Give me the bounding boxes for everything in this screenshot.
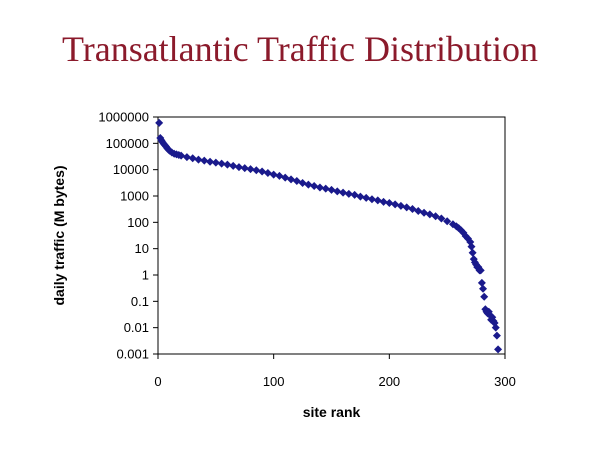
y-tick-label: 100	[127, 215, 149, 230]
y-axis-label: daily traffic (M bytes)	[51, 165, 67, 305]
data-point	[155, 118, 164, 127]
data-point	[234, 163, 243, 172]
y-tick-label: 0.001	[116, 347, 149, 362]
data-point	[373, 196, 382, 205]
data-point	[188, 154, 197, 163]
y-tick-label: 100000	[106, 136, 149, 151]
data-point	[177, 151, 186, 160]
data-point	[467, 242, 476, 251]
x-tick-label: 300	[494, 374, 516, 389]
data-point	[420, 208, 429, 217]
data-point	[229, 161, 238, 170]
y-tick-label: 1000	[120, 189, 149, 204]
data-point	[476, 266, 485, 275]
y-tick-label: 0.01	[124, 320, 149, 335]
data-point	[200, 156, 209, 165]
x-tick-label: 0	[154, 374, 161, 389]
data-point	[402, 203, 411, 212]
data-point	[287, 175, 296, 184]
data-point	[298, 179, 307, 188]
data-point	[269, 170, 278, 179]
y-tick-label: 1000000	[98, 110, 149, 125]
page-title: Transatlantic Traffic Distribution	[62, 29, 538, 69]
data-point	[333, 187, 342, 196]
data-point	[385, 199, 394, 208]
data-point	[344, 189, 353, 198]
data-point	[304, 180, 313, 189]
data-point	[491, 323, 500, 332]
x-tick-label: 100	[263, 374, 285, 389]
data-point	[396, 201, 405, 210]
data-point	[494, 345, 503, 354]
data-point	[443, 217, 452, 226]
data-point	[468, 248, 477, 257]
data-point	[252, 166, 261, 175]
data-point	[281, 173, 290, 182]
data-point	[356, 192, 365, 201]
data-point	[275, 171, 284, 180]
data-point	[258, 167, 267, 176]
data-point	[246, 165, 255, 174]
data-point	[211, 158, 220, 167]
data-point	[431, 212, 440, 221]
data-point	[479, 284, 488, 293]
data-point	[339, 188, 348, 197]
data-point	[350, 190, 359, 199]
y-tick-label: 1	[142, 268, 149, 283]
data-point	[480, 292, 489, 301]
y-tick-label: 0.1	[131, 294, 149, 309]
data-point	[182, 153, 191, 162]
data-point	[240, 164, 249, 173]
data-point	[367, 195, 376, 204]
y-tick-label: 10	[135, 241, 149, 256]
data-point	[194, 155, 203, 164]
data-point	[206, 157, 215, 166]
data-point	[223, 160, 232, 169]
data-point	[263, 168, 272, 177]
y-tick-label: 10000	[113, 162, 149, 177]
data-point	[217, 159, 226, 168]
data-point	[477, 278, 486, 287]
data-point	[327, 185, 336, 194]
data-point	[362, 193, 371, 202]
data-point	[315, 183, 324, 192]
data-point	[437, 214, 446, 223]
data-point	[391, 200, 400, 209]
plot-area: 10000001000001000010001001010.10.010.001…	[98, 110, 515, 390]
x-tick-label: 200	[378, 374, 400, 389]
data-point	[310, 181, 319, 190]
data-point	[321, 184, 330, 193]
x-axis-label: site rank	[303, 404, 361, 420]
data-point	[492, 331, 501, 340]
data-point	[379, 197, 388, 206]
plot-frame	[157, 116, 506, 355]
